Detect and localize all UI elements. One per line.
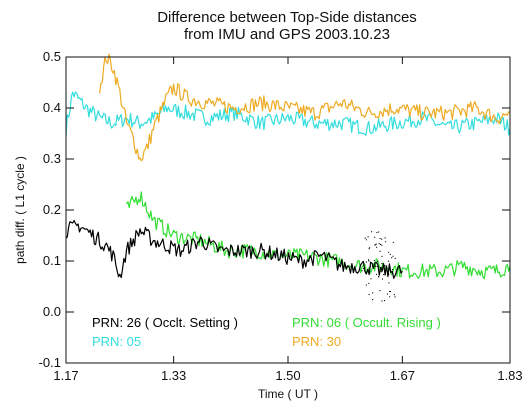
noise-point: [376, 231, 378, 234]
noise-point: [384, 241, 387, 243]
noise-point: [381, 278, 384, 280]
y-tick-label: 0.0: [43, 304, 61, 319]
noise-point: [384, 265, 386, 267]
noise-point: [392, 268, 394, 271]
y-tick-label: 0.1: [43, 253, 61, 268]
noise-point: [376, 273, 378, 275]
noise-point: [378, 231, 380, 233]
noise-point: [375, 243, 377, 245]
chart-subtitle: from IMU and GPS 2003.10.23: [184, 26, 390, 43]
noise-point: [368, 248, 370, 250]
x-tick-label: 1.50: [275, 368, 300, 383]
noise-point: [381, 271, 383, 273]
series-layer: [65, 53, 511, 302]
series-line-prn30: [99, 53, 511, 162]
noise-point: [365, 261, 367, 263]
noise-point: [372, 299, 374, 301]
series-line-prn26: [65, 219, 403, 279]
noise-point: [368, 282, 370, 284]
noise-point: [368, 247, 371, 249]
noise-point: [381, 255, 383, 257]
noise-point: [371, 231, 373, 233]
noise-point: [383, 273, 385, 276]
noise-point: [383, 268, 385, 270]
noise-point: [362, 261, 364, 263]
y-tick-label: 0.4: [43, 100, 61, 115]
noise-point: [376, 246, 378, 248]
legend-entry-prn05: PRN: 05: [92, 334, 141, 349]
noise-point: [381, 238, 383, 240]
noise-point: [379, 243, 382, 246]
series-line-prn05: [65, 91, 511, 137]
noise-point: [388, 282, 390, 284]
noise-point: [389, 296, 391, 298]
axes-layer: 1.17 1.33 1.50 1.67 1.83 -0.1 0.0 0.1 0.2 0.3 0.4 0…: [39, 49, 523, 383]
noise-point: [381, 300, 383, 302]
y-tick-label: 0.5: [43, 49, 61, 64]
noise-point: [388, 251, 390, 253]
noise-point: [363, 267, 365, 270]
noise-point: [367, 236, 369, 238]
x-tick-label: 1.17: [53, 368, 78, 383]
noise-point: [365, 239, 368, 241]
noise-point: [378, 275, 380, 278]
noise-point: [392, 241, 394, 243]
noise-point: [383, 299, 386, 302]
noise-point: [379, 250, 381, 252]
y-tick-label: 0.3: [43, 151, 61, 166]
x-tick-label: 1.33: [161, 368, 186, 383]
noise-point: [368, 293, 370, 296]
y-tick-label: 0.2: [43, 202, 61, 217]
noise-point: [377, 260, 379, 263]
noise-point: [374, 265, 377, 267]
noise-point: [386, 293, 388, 295]
noise-point: [372, 292, 374, 294]
legend: PRN: 26 ( Occlt. Setting ) PRN: 06 ( Occ…: [92, 315, 441, 349]
legend-entry-prn06: PRN: 06 ( Occult. Rising ): [292, 315, 441, 330]
x-tick-label: 1.67: [390, 368, 415, 383]
noise-point: [378, 243, 380, 245]
noise-point: [394, 257, 396, 259]
y-axis-label: path diff. ( L1 cycle ): [13, 156, 27, 264]
noise-point: [361, 270, 363, 272]
noise-point: [393, 294, 395, 296]
noise-point: [370, 278, 372, 280]
noise-point: [385, 265, 387, 267]
noise-point: [369, 265, 372, 267]
noise-point: [367, 259, 370, 261]
noise-point: [379, 237, 381, 240]
noise-point: [384, 237, 386, 239]
noise-point: [365, 284, 367, 286]
noise-point: [389, 290, 391, 293]
noise-point: [394, 296, 396, 298]
legend-entry-prn26: PRN: 26 ( Occlt. Setting ): [92, 315, 238, 330]
noise-point: [387, 260, 390, 262]
series-line-prn06: [125, 191, 511, 280]
noise-point: [392, 255, 394, 257]
x-axis-label: Time ( UT ): [258, 387, 318, 401]
chart-title: Difference between Top-Side distances: [157, 9, 417, 26]
noise-point: [364, 237, 366, 239]
noise-point: [376, 265, 378, 267]
noise-point: [381, 263, 383, 265]
noise-point: [373, 260, 375, 262]
noise-point: [374, 244, 376, 246]
legend-entry-prn30: PRN: 30: [292, 334, 341, 349]
noise-point: [368, 260, 370, 262]
noise-point: [388, 273, 390, 275]
y-tick-label: -0.1: [39, 355, 61, 370]
noise-point: [391, 257, 393, 259]
noise-point: [381, 244, 383, 246]
noise-point: [391, 272, 394, 274]
noise-point: [391, 271, 393, 273]
x-tick-label: 1.83: [497, 368, 522, 383]
noise-point: [374, 236, 376, 238]
noise-point: [379, 290, 381, 292]
noise-point: [389, 253, 391, 255]
